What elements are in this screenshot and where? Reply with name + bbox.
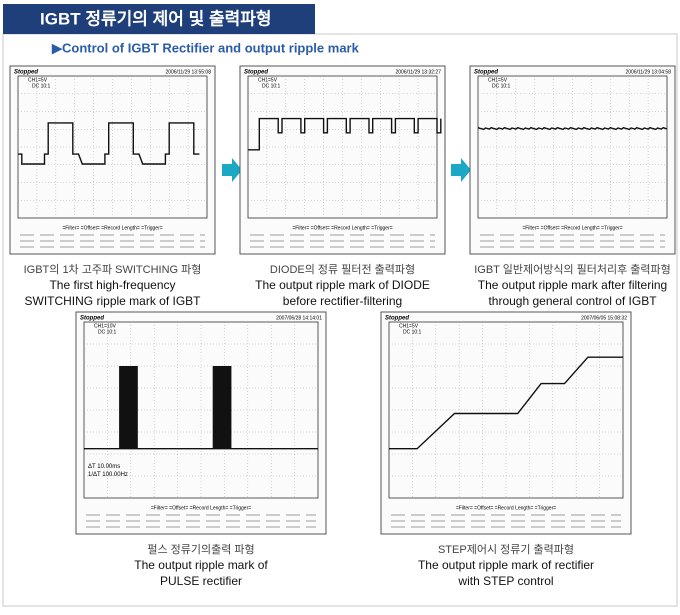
waveform bbox=[18, 122, 200, 165]
scope-footer: =Filter= =Offset= =Record Length= =Trigg… bbox=[292, 225, 392, 231]
scope-timestamp: 2006/11/29 13:32:27 bbox=[395, 69, 441, 75]
caption-korean: 펄스 정류기의출력 파형 bbox=[147, 543, 254, 556]
scope-status: Stopped bbox=[14, 70, 38, 76]
caption-english: through general control of IGBT bbox=[488, 294, 657, 308]
scope-timestamp: 2007/06/28 14:14:01 bbox=[276, 315, 322, 321]
scope-channel: CH1=5V bbox=[28, 77, 48, 83]
caption-korean: DIODE의 정류 필터전 출력파형 bbox=[270, 263, 415, 276]
subtitle: ▶Control of IGBT Rectifier and output ri… bbox=[51, 40, 360, 55]
arrow bbox=[451, 158, 471, 182]
arrow bbox=[222, 158, 242, 182]
caption-korean: IGBT의 1차 고주파 SWITCHING 파형 bbox=[24, 263, 202, 276]
caption-english: The first high-frequency bbox=[49, 278, 175, 292]
scope-status: Stopped bbox=[80, 316, 104, 322]
scope-coupling: DC 10:1 bbox=[98, 329, 117, 335]
caption-english: SWITCHING ripple mark of IGBT bbox=[24, 294, 201, 308]
caption-korean: IGBT 일반제어방식의 필터처리후 출력파형 bbox=[474, 262, 671, 276]
scope-channel: CH1=5V bbox=[488, 77, 508, 83]
caption-korean: STEP제어시 정류기 출력파형 bbox=[438, 543, 574, 556]
waveform bbox=[477, 126, 668, 131]
scope-footer: =Filter= =Offset= =Record Length= =Trigg… bbox=[62, 225, 162, 231]
scope-status: Stopped bbox=[244, 70, 268, 76]
caption-english: before rectifier-filtering bbox=[283, 294, 402, 308]
scope-status: Stopped bbox=[474, 70, 498, 76]
title: IGBT 정류기의 제어 및 출력파형 bbox=[40, 8, 272, 28]
scope-footer: =Filter= =Offset= =Record Length= =Trigg… bbox=[151, 505, 251, 511]
scope-channel: CH1=5V bbox=[399, 323, 419, 329]
scope-timestamp: 2006/11/29 13:55:08 bbox=[165, 69, 211, 75]
scope-footer: =Filter= =Offset= =Record Length= =Trigg… bbox=[456, 505, 556, 511]
scope-readout: 1/ΔT 100.00Hz bbox=[88, 472, 128, 478]
scope-coupling: DC 10:1 bbox=[262, 83, 281, 89]
caption-english: with STEP control bbox=[457, 574, 553, 588]
scope-screen bbox=[380, 311, 632, 535]
title-banner bbox=[3, 4, 315, 34]
scope-coupling: DC 10:1 bbox=[403, 329, 422, 335]
caption-english: PULSE rectifier bbox=[160, 574, 242, 588]
pulse-burst bbox=[212, 366, 232, 449]
caption-english: The output ripple mark of bbox=[134, 558, 268, 572]
scope-screen bbox=[75, 311, 327, 535]
scope-channel: CH1=10V bbox=[94, 323, 116, 329]
scope-coupling: DC 10:1 bbox=[32, 83, 51, 89]
caption-english: The output ripple mark after filtering bbox=[478, 278, 667, 292]
scope-footer: =Filter= =Offset= =Record Length= =Trigg… bbox=[522, 225, 622, 231]
scope-timestamp: 2007/06/05 15:08:32 bbox=[581, 315, 627, 321]
waveform bbox=[389, 356, 623, 450]
pulse-burst bbox=[119, 366, 138, 449]
scope-readout: ΔT 10.00ms bbox=[88, 464, 120, 470]
scope-status: Stopped bbox=[385, 316, 409, 322]
scope-coupling: DC 10:1 bbox=[492, 83, 511, 89]
waveform bbox=[248, 117, 442, 151]
caption-english: The output ripple mark of rectifier bbox=[418, 558, 594, 572]
scope-channel: CH1=5V bbox=[258, 77, 278, 83]
caption-english: The output ripple mark of DIODE bbox=[255, 278, 430, 292]
scope-timestamp: 2006/11/29 13:04:58 bbox=[625, 69, 671, 75]
